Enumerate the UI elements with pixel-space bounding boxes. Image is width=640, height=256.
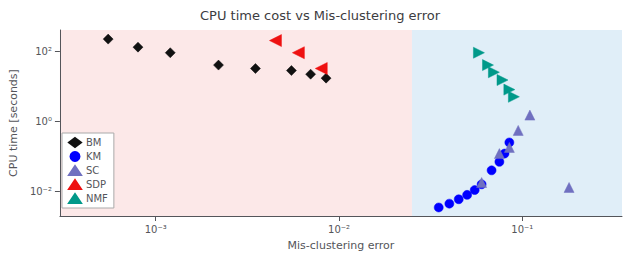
svg-text:10⁻³: 10⁻³ [145, 224, 167, 235]
svg-text:Mis-clustering error: Mis-clustering error [288, 239, 395, 252]
svg-text:10⁰: 10⁰ [35, 116, 52, 127]
svg-text:10²: 10² [35, 46, 52, 57]
svg-text:CPU time [seconds]: CPU time [seconds] [7, 69, 20, 177]
svg-text:SDP: SDP [86, 179, 106, 190]
svg-text:CPU time cost vs Mis-clusterin: CPU time cost vs Mis-clustering error [200, 8, 441, 23]
svg-text:10⁻²: 10⁻² [328, 224, 350, 235]
svg-text:10⁻¹: 10⁻¹ [511, 224, 533, 235]
svg-text:SC: SC [86, 165, 99, 176]
svg-text:BM: BM [86, 137, 102, 148]
svg-text:KM: KM [86, 151, 101, 162]
svg-text:10⁻²: 10⁻² [30, 186, 52, 197]
svg-text:NMF: NMF [86, 193, 108, 204]
